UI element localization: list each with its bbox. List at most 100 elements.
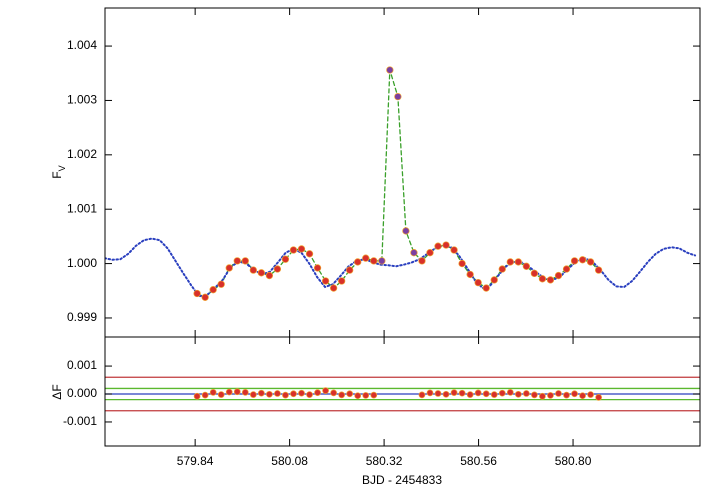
data-point bbox=[249, 266, 257, 274]
data-point bbox=[201, 293, 209, 301]
data-point bbox=[562, 265, 571, 273]
residual-point bbox=[370, 391, 378, 399]
y-tick-label: 0.000 bbox=[67, 386, 97, 400]
x-tick-label: 580.32 bbox=[366, 454, 403, 468]
residual-point bbox=[450, 389, 458, 396]
residual-point bbox=[290, 390, 297, 398]
residual-point bbox=[217, 391, 225, 398]
data-point bbox=[370, 257, 378, 265]
data-point bbox=[418, 257, 426, 265]
residual-point bbox=[354, 392, 362, 400]
residual-point bbox=[587, 391, 594, 398]
data-point bbox=[378, 257, 386, 265]
data-point bbox=[570, 257, 579, 265]
residual-point bbox=[362, 392, 370, 399]
data-point bbox=[482, 284, 490, 292]
data-point bbox=[281, 255, 290, 263]
residual-point bbox=[539, 392, 546, 400]
residual-point bbox=[418, 391, 426, 399]
data-point bbox=[530, 269, 539, 278]
data-point bbox=[346, 266, 354, 274]
residual-point bbox=[225, 388, 233, 396]
y-axis-label-main: F bbox=[50, 171, 64, 178]
data-point bbox=[554, 271, 563, 280]
data-point bbox=[313, 264, 322, 272]
x-tick-label: 580.08 bbox=[271, 454, 308, 468]
y-tick-label: 0.001 bbox=[67, 358, 97, 372]
x-tick-label: 580.80 bbox=[555, 454, 592, 468]
data-point bbox=[506, 258, 514, 266]
y-tick-label: 0.999 bbox=[67, 310, 97, 324]
data-point bbox=[458, 259, 466, 268]
data-point bbox=[410, 249, 418, 257]
plot-area bbox=[105, 376, 700, 412]
data-point bbox=[305, 250, 314, 258]
residual-point bbox=[498, 389, 506, 397]
residual-point bbox=[474, 389, 482, 397]
data-point bbox=[490, 276, 498, 284]
residual-point bbox=[338, 391, 346, 399]
residual-point bbox=[579, 392, 586, 400]
data-point bbox=[450, 246, 458, 254]
data-point bbox=[209, 286, 217, 294]
data-point bbox=[426, 249, 434, 257]
x-tick-label: 580.56 bbox=[460, 454, 497, 468]
data-point bbox=[241, 257, 249, 265]
data-point bbox=[362, 254, 370, 262]
data-point bbox=[578, 256, 587, 264]
panel-frame bbox=[104, 336, 701, 447]
residual-point bbox=[442, 390, 450, 398]
data-point bbox=[265, 271, 274, 280]
data-point bbox=[402, 227, 410, 235]
residual-point bbox=[282, 391, 289, 399]
data-point bbox=[538, 275, 547, 283]
data-point bbox=[225, 264, 233, 272]
residual-point bbox=[523, 390, 530, 397]
data-point bbox=[354, 258, 362, 266]
residual-point bbox=[266, 390, 273, 398]
residual-point bbox=[298, 389, 305, 397]
residual-point bbox=[249, 391, 257, 398]
y-tick-label: 1.004 bbox=[67, 38, 97, 52]
y-tick-label: 1.002 bbox=[67, 147, 97, 161]
residual-point bbox=[274, 390, 281, 397]
residual-point bbox=[547, 392, 554, 399]
y-axis-label: ΔF bbox=[50, 384, 64, 399]
data-point bbox=[386, 66, 394, 74]
data-point bbox=[394, 92, 402, 101]
data-point bbox=[546, 276, 555, 284]
residual-point bbox=[241, 388, 249, 396]
x-tick-label: 579.84 bbox=[177, 454, 214, 468]
data-point bbox=[434, 242, 442, 250]
y-axis-label-subscript: V bbox=[57, 165, 67, 171]
residual-point bbox=[595, 394, 602, 401]
residual-point bbox=[458, 389, 466, 397]
residual-point bbox=[330, 389, 337, 397]
data-point bbox=[474, 278, 482, 287]
data-point bbox=[273, 265, 282, 273]
y-tick-label: 1.000 bbox=[67, 256, 97, 270]
residual-point bbox=[482, 390, 490, 398]
data-point bbox=[233, 257, 241, 265]
residual-point bbox=[531, 391, 538, 399]
residual-point bbox=[514, 390, 522, 398]
residual-point bbox=[322, 387, 329, 395]
residual-point bbox=[314, 389, 321, 396]
y-tick-label: 1.003 bbox=[67, 93, 97, 107]
residual-point bbox=[506, 388, 514, 396]
data-point bbox=[329, 284, 338, 292]
data-point bbox=[514, 258, 522, 266]
residual-point bbox=[258, 389, 265, 397]
y-tick-label: -0.001 bbox=[63, 414, 97, 428]
data-point bbox=[594, 266, 603, 274]
residual-point bbox=[434, 390, 442, 397]
x-axis-label: BJD - 2454833 bbox=[362, 473, 442, 487]
data-point bbox=[217, 280, 225, 288]
residual-point bbox=[209, 388, 217, 396]
data-point bbox=[289, 246, 298, 254]
residual-point bbox=[346, 390, 354, 398]
data-point bbox=[466, 270, 474, 279]
data-point bbox=[522, 262, 531, 270]
data-point bbox=[586, 258, 595, 266]
